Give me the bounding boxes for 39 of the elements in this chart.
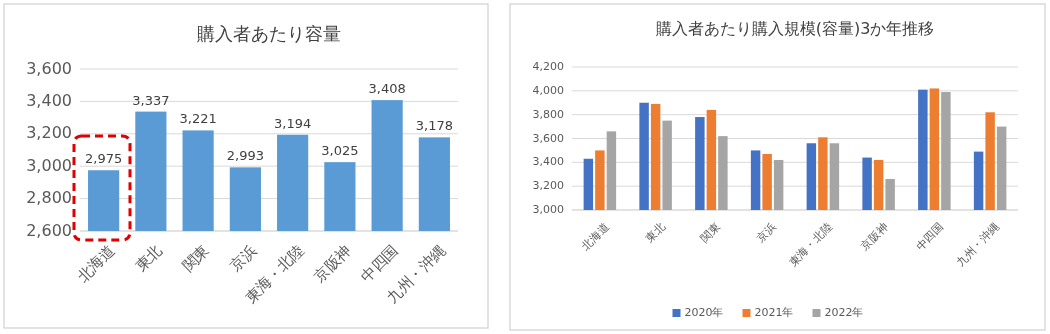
x-tick-label: 北海道 [579,220,612,254]
x-tick-label: 京阪神 [857,220,891,254]
legend-label: 2021年 [754,306,794,319]
x-tick-label: 東北 [131,241,166,275]
x-tick-label: 中四国 [913,220,947,254]
chart-title: 購入者あたり購入規模(容量)3か年推移 [655,19,935,38]
y-tick-label: 3,200 [26,123,72,143]
data-label: 2,993 [226,148,264,164]
x-tick-label: 関東 [178,241,213,275]
y-tick-label: 3,600 [532,131,564,145]
y-tick-label: 3,200 [532,179,564,193]
data-label: 3,408 [368,81,406,97]
y-tick-label: 2,800 [26,188,72,208]
y-tick-label: 3,000 [26,155,72,175]
x-tick-label: 九州・沖縄 [953,220,1002,269]
x-tick-label: 北海道 [73,241,119,286]
x-tick-label: 東海・北陸 [786,220,835,269]
data-label: 3,337 [132,92,170,108]
data-label: 3,221 [179,111,217,127]
x-tick-label: 関東 [698,220,724,246]
y-tick-label: 3,400 [26,90,72,110]
y-tick-label: 3,400 [532,155,564,169]
data-label: 3,025 [321,143,359,159]
x-tick-label: 京阪神 [310,241,355,286]
y-tick-label: 3,800 [532,107,564,121]
y-tick-label: 2,600 [26,220,72,240]
legend-label: 2020年 [684,306,724,319]
y-tick-label: 4,200 [532,60,564,73]
data-label: 3,194 [274,115,312,131]
y-tick-label: 3,000 [532,203,564,216]
y-tick-label: 3,600 [26,58,72,78]
x-tick-label: 京浜 [754,220,779,246]
legend-label: 2022年 [824,306,864,319]
x-tick-label: 東北 [642,220,668,246]
data-label: 2,975 [85,151,123,167]
data-label: 3,178 [415,118,453,134]
y-tick-label: 4,000 [532,83,564,97]
chart-title: 購入者あたり容量 [197,23,341,44]
x-tick-label: 京浜 [226,241,261,275]
